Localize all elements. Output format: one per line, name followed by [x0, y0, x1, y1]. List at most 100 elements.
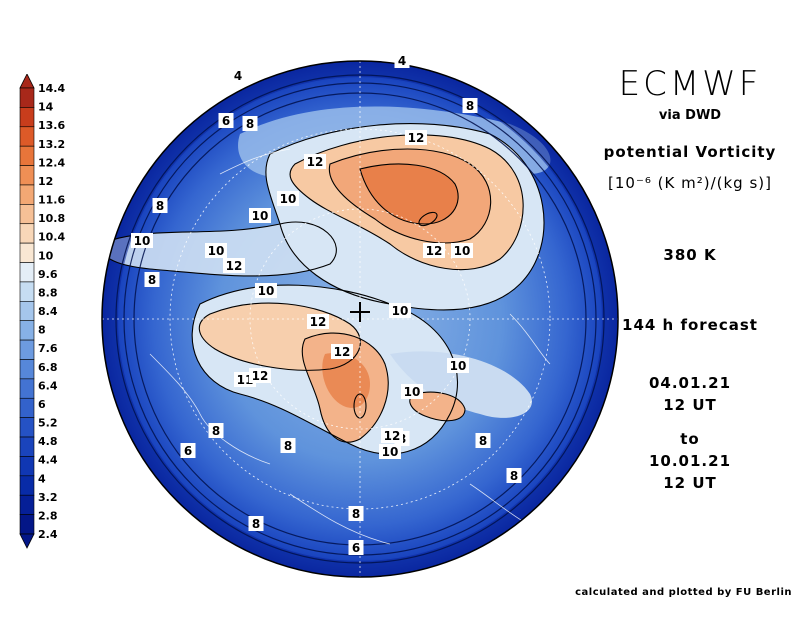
contour-label: 12 [384, 429, 401, 443]
colorbar-tick-label: 8.8 [38, 286, 58, 299]
contour-label-box [348, 506, 364, 521]
contour-label-box [405, 130, 427, 145]
contour-label: 12 [307, 155, 324, 169]
start-time: 12 UT [663, 396, 717, 414]
colorbar-swatch [19, 242, 35, 263]
contour-label-box [447, 358, 469, 373]
contour-label: 8 [156, 199, 164, 213]
colorbar-tick-label: 5.2 [38, 417, 58, 430]
contour-label: 10 [258, 284, 275, 298]
model-title: ECMWF [618, 64, 762, 104]
colorbar-tick-label: 2.8 [38, 509, 58, 522]
contour-label-box [249, 208, 271, 223]
contour-label: 12 [426, 244, 443, 258]
start-date: 04.01.21 [648, 374, 732, 392]
colorbar-swatch [19, 417, 35, 438]
colorbar-tick-label: 14 [38, 101, 54, 114]
source-label: via DWD [658, 108, 722, 123]
credit-label: calculated and plotted by FU Berlin [575, 587, 792, 598]
colorbar-swatch [19, 184, 35, 205]
contour-label: 8 [466, 99, 474, 113]
contour-label: 12 [408, 131, 425, 145]
pole-marker [350, 302, 370, 322]
colorbar-swatch [19, 397, 35, 418]
contour-label: 10 [134, 234, 151, 248]
contour-label-box [401, 384, 423, 399]
colorbar-tick-label: 4.8 [38, 435, 58, 448]
contour-label: 8 [148, 273, 156, 287]
pv-field [102, 61, 618, 577]
colorbar-tick-label: 10.8 [38, 212, 65, 225]
colorbar-tick-label: 8.4 [38, 305, 58, 318]
contour-label: 4 [234, 69, 242, 83]
variable-label: potential Vorticity [603, 143, 777, 161]
contour-label: 8 [252, 517, 260, 531]
contour-label-box [475, 433, 491, 448]
colorbar-swatch [19, 494, 35, 515]
contour-label-box [381, 428, 403, 443]
colorbar-swatch [19, 281, 35, 302]
contour-label: 8 [510, 469, 518, 483]
colorbar-swatch [19, 204, 35, 225]
contour-label-box [208, 423, 224, 438]
contour-label: 12 [334, 345, 351, 359]
colorbar-tick-label: 2.4 [38, 528, 58, 541]
contour-label: 6 [222, 114, 230, 128]
colorbar-swatch [19, 262, 35, 283]
contour-label-box [218, 113, 234, 128]
colorbar-swatch [19, 436, 35, 457]
contour-label: 12 [252, 369, 269, 383]
colorbar-swatch [19, 107, 35, 128]
colorbar: 14.4 14 13.6 13.2 12.4 12 11.6 10.8 10.4 10 9.6 8.8… [19, 74, 65, 549]
colorbar-tick-label: 6.8 [38, 361, 58, 374]
colorbar-swatch [19, 165, 35, 186]
colorbar-tick-label: 12 [38, 175, 53, 188]
colorbar-tick-label: 6 [38, 398, 46, 411]
colorbar-swatch [19, 87, 35, 108]
colorbar-max-arrow [19, 74, 35, 89]
colorbar-tick-label: 10 [38, 249, 54, 262]
colorbar-swatch [19, 126, 35, 147]
contour-label-box [389, 303, 411, 318]
contour-label: 10 [454, 244, 471, 258]
contour-label: 10 [280, 192, 297, 206]
colorbar-tick-label: 13.2 [38, 138, 65, 151]
colorbar-tick-label: 11.6 [38, 194, 65, 207]
end-date: 10.01.21 [648, 452, 732, 470]
colorbar-swatch [19, 320, 35, 341]
contour-label-box [280, 438, 296, 453]
contour-label-box [152, 198, 168, 213]
contour-label-box [394, 54, 410, 68]
colorbar-tick-label: 8 [38, 324, 46, 337]
contour-label-box [230, 68, 246, 83]
colorbar-swatch [19, 145, 35, 166]
contour-label: 8 [284, 439, 292, 453]
colorbar-tick-label: 4.4 [38, 454, 58, 467]
contour-label: 10 [382, 445, 399, 459]
contour-label: 12 [226, 259, 243, 273]
contour-label-box [248, 516, 264, 531]
contour-label: 8 [479, 434, 487, 448]
contour-label: 10 [392, 304, 409, 318]
contour-label: 10 [208, 244, 225, 258]
colorbar-tick-label: 7.6 [38, 342, 58, 355]
contour-label-box [304, 154, 326, 169]
contour-label-box [249, 368, 271, 383]
contour-label-box [348, 540, 364, 555]
colorbar-swatch [19, 378, 35, 399]
contour-label-box [180, 443, 196, 458]
contour-label: 6 [184, 444, 192, 458]
colorbar-swatch [19, 339, 35, 360]
to-label: to [680, 430, 700, 448]
colorbar-swatch [19, 456, 35, 477]
contour-label: 8 [212, 424, 220, 438]
contour-label-box [223, 258, 245, 273]
colorbar-tick-label: 9.6 [38, 268, 58, 281]
units-label: [10⁻⁶ (K m²)/(kg s)] [608, 174, 772, 192]
contour-label: 4 [398, 54, 406, 68]
contour-label: 10 [252, 209, 269, 223]
colorbar-tick-label: 10.4 [38, 231, 65, 244]
contour-label-box [379, 444, 401, 459]
colorbar-tick-label: 12.4 [38, 156, 65, 169]
